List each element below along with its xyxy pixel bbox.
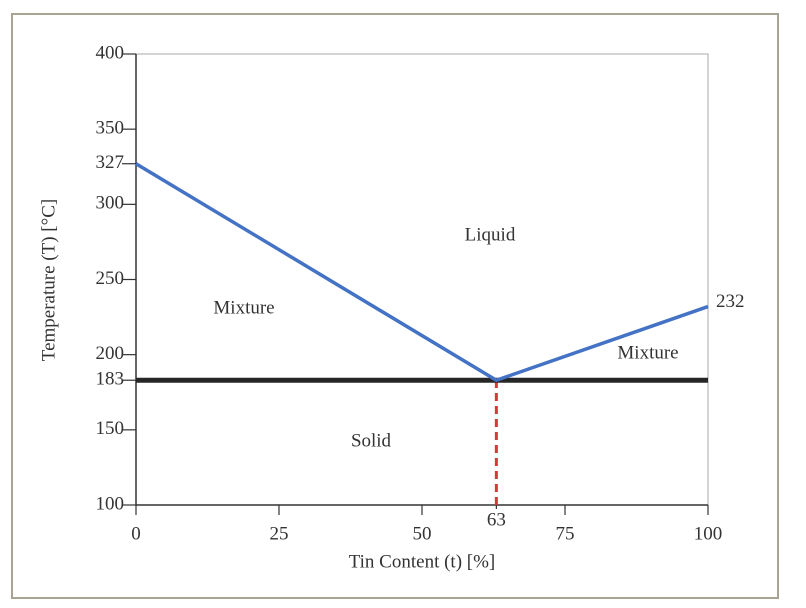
region-label: Liquid [465, 224, 516, 245]
y-tick-label: 200 [96, 343, 125, 364]
x-tick-label: 75 [556, 523, 575, 544]
frame [11, 13, 779, 599]
region-label: Mixture [213, 297, 274, 318]
region-label: Solid [351, 430, 392, 451]
line-series [135, 162, 709, 382]
y-tick-label: 150 [96, 418, 125, 439]
region-label: Mixture [617, 342, 678, 363]
y-tick-label: 350 [96, 118, 125, 139]
y-tick-label: 183 [96, 369, 125, 390]
data-label: 232 [716, 291, 745, 312]
y-tick-label: 100 [96, 493, 125, 514]
y-tick-label: 400 [96, 42, 125, 63]
y-axis-label: Temperature (T) [°C] [38, 199, 59, 361]
x-tick-label: 0 [131, 523, 141, 544]
y-tick-label: 327 [96, 152, 125, 173]
y-tick-label: 250 [96, 268, 125, 289]
x-tick-label: 63 [487, 509, 506, 530]
x-tick-label: 25 [270, 523, 289, 544]
x-tick-label: 50 [413, 523, 432, 544]
x-axis-label: Tin Content (t) [%] [349, 551, 496, 572]
y-tick-label: 300 [96, 193, 125, 214]
x-tick-label: 100 [694, 523, 723, 544]
